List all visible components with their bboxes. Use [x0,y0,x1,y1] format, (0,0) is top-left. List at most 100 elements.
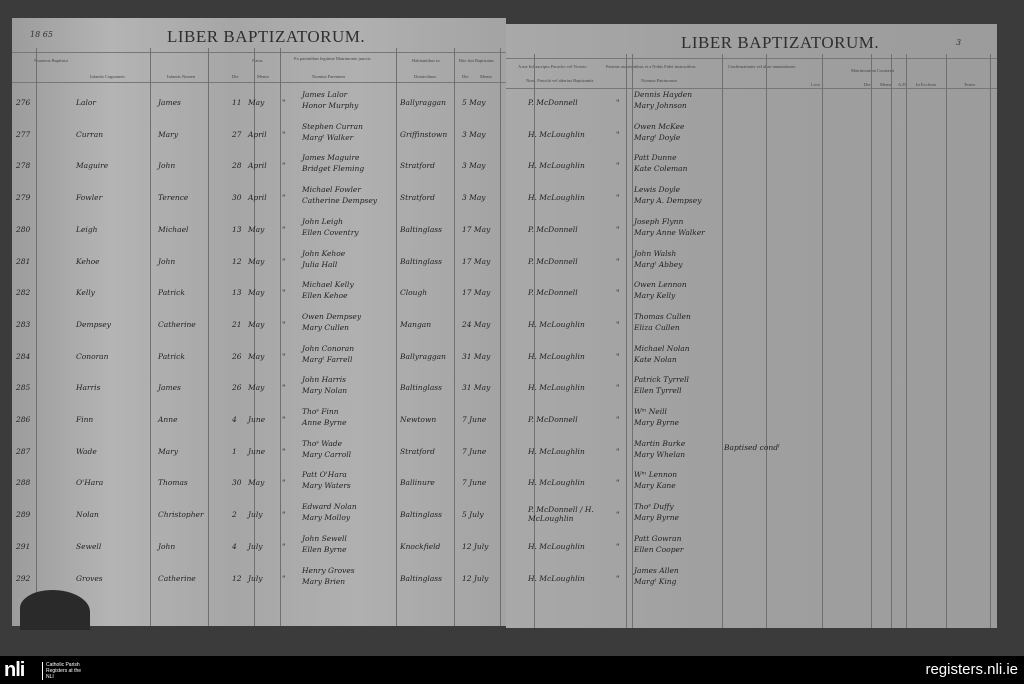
baptism-date: 3 May [462,161,486,171]
residence: Griffinstown [400,129,448,139]
father-name: John Sewell [302,533,347,543]
sponsor-2: Mary Kelly [634,291,676,301]
given-name: Catherine [158,319,196,329]
birth-month: May [248,256,265,266]
table-row: H. McLoughlin " Patt Dunne Kate Coleman [506,149,997,181]
entry-number: 282 [16,288,31,298]
ditto-mark: " [616,288,620,298]
sponsor-1: Owen McKee [634,121,685,131]
given-name: Mary [158,129,178,139]
sponsor-2: Mary Whelan [634,449,686,459]
birth-month: April [248,193,267,203]
baptizing-priest: P. McDonnell [528,98,578,107]
ditto-mark: " [616,510,620,520]
given-name: Mary [158,446,178,456]
header-parents-sub: Nomina Parentum [312,74,345,79]
baptizing-priest: P. McDonnell [528,224,578,234]
residence: Stratford [400,161,435,171]
mother-name: Margᵗ Walker [302,132,354,142]
mother-name: Ellen Byrne [302,544,347,554]
ditto-mark: " [616,319,620,329]
table-row: 286 Finn Anne 4 June " Thoˢ Finn Anne Byrne Newt… [12,403,506,435]
baptizing-priest: H. McLoughlin [528,478,585,488]
sponsor-2: Ellen Cooper [634,544,684,554]
given-name: Christopher [158,510,204,520]
baptism-date: 24 May [462,319,491,329]
table-row: 282 Kelly Patrick 13 May " Michael Kelly Ellen … [12,276,506,308]
mother-name: Mary Molloy [302,513,351,523]
sponsor-2: Mary Anne Walker [634,227,705,237]
nli-logo[interactable]: nli [4,659,25,681]
surname: Kehoe [76,256,100,266]
mother-name: Mary Waters [302,481,351,491]
header-bap-month: Mense [480,74,492,79]
table-row: P. McDonnell " John Walsh Margᵗ Abbey [506,245,997,277]
ditto-mark: " [282,573,286,583]
ditto-mark: " [282,224,286,234]
header-name: Infantis Nomen [167,74,196,79]
header-residence-sub: Domicilium [414,74,436,79]
baptizing-priest: H. McLoughlin [528,129,585,139]
mother-name: Margᵗ Farrell [302,354,353,364]
ditto-mark: " [616,446,620,456]
table-row: 276 Lalor James 11 May " James Lalor Honor Murp… [12,86,506,118]
table-row: H. McLoughlin " Lewis Doyle Mary A. Dempsey [506,181,997,213]
birth-day: 21 [232,319,242,329]
surname: Harris [76,383,101,393]
site-link[interactable]: registers.nli.ie [925,661,1018,678]
mother-name: Ellen Coventry [302,227,359,237]
baptizing-priest: H. McLoughlin [528,193,585,203]
entry-number: 292 [16,573,31,583]
sponsor-2: Kate Coleman [634,164,688,174]
table-row: 279 Fowler Terence 30 April " Michael Fowler Ca… [12,181,506,213]
sponsor-1: Thomas Cullen [634,311,691,321]
baptism-date: 5 July [462,510,484,520]
father-name: Thoˢ Wade [302,438,343,448]
table-row: 287 Wade Mary 1 June " Thoˢ Wade Mary Carroll St… [12,435,506,467]
baptism-date: 17 May [462,224,491,234]
baptizing-priest: H. McLoughlin [528,319,585,329]
residence: Knockfield [400,541,441,551]
sponsor-2: Margᵗ Doyle [634,132,681,142]
surname: Leigh [76,224,98,234]
table-row: 277 Curran Mary 27 April " Stephen Curran Margᵗ… [12,118,506,150]
birth-month: July [248,510,263,520]
table-row: 280 Leigh Michael 13 May " John Leigh Ellen Cov… [12,213,506,245]
ditto-mark: " [616,415,620,424]
entry-number: 276 [16,98,31,107]
header-born: Natus [252,58,263,63]
birth-month: May [248,478,265,488]
ditto-mark: " [282,510,286,520]
mother-name: Mary Nolan [302,386,348,396]
annotation: Baptised condˡ [724,442,780,452]
surname: Conoran [76,351,109,361]
table-row: 291 Sewell John 4 July " John Sewell Ellen Byrn… [12,530,506,562]
birth-day: 4 [232,415,237,424]
ditto-mark: " [282,319,286,329]
page-number: 3 [956,38,962,47]
mother-name: Catherine Dempsey [302,196,378,206]
table-row: 281 Kehoe John 12 May " John Kehoe Julia Hall Ba… [12,245,506,277]
entry-number: 277 [16,129,31,139]
sponsor-1: John Walsh [634,248,677,258]
surname: Sewell [76,541,102,551]
surname: Maguire [76,161,109,171]
ditto-mark: " [282,383,286,393]
residence: Ballinure [400,478,435,488]
entry-number: 288 [16,478,31,488]
ditto-mark: " [616,98,620,107]
sponsor-1: Patt Gowran [634,533,682,543]
birth-month: July [248,573,263,583]
residence: Stratford [400,193,435,203]
baptism-date: 3 May [462,129,486,139]
ditto-mark: " [282,256,286,266]
baptizing-priest: P. McDonnell [528,415,578,424]
birth-month: June [248,415,266,424]
page-number: 18 65 [30,30,53,39]
ditto-mark: " [282,541,286,551]
header-notes: Confirmationis vel aliae annotationes [728,64,796,69]
father-name: Edward Nolan [302,502,357,512]
birth-month: May [248,98,265,107]
table-row: H. McLoughlin " James Allen Margᵗ King [506,562,997,594]
mother-name: Ellen Kehoe [302,291,348,301]
